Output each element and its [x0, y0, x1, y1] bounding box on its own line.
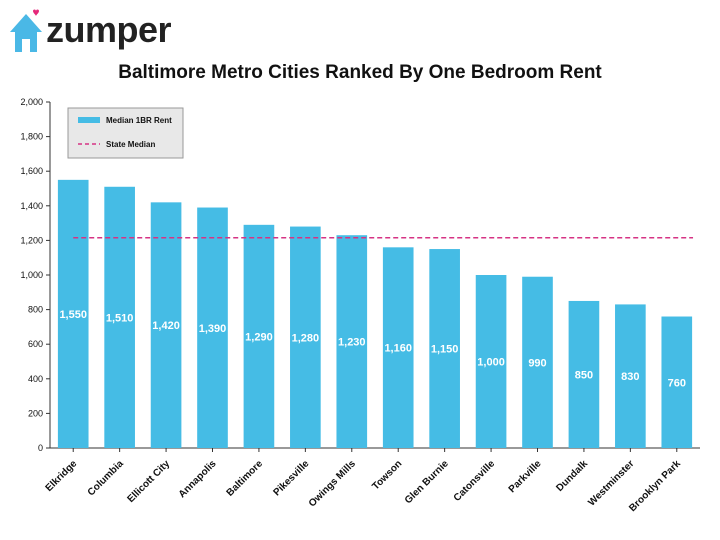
bar: [615, 304, 646, 448]
y-tick-label: 0: [38, 443, 43, 453]
bar: [568, 300, 600, 448]
x-tick-label: Annapolis: [177, 458, 219, 500]
brand-name: zumper: [46, 9, 172, 50]
x-tick-label: Westminster: [586, 458, 636, 508]
x-tick-label: Elkridge: [44, 458, 80, 494]
house-with-heart-icon: [10, 9, 42, 52]
legend-label-rent: Median 1BR Rent: [106, 116, 172, 125]
data-label: 1,550: [59, 309, 87, 321]
x-tick-label: Columbia: [86, 458, 126, 498]
data-label: 1,390: [199, 323, 227, 335]
x-tick-label: Ellicott City: [126, 458, 173, 505]
bar: [475, 275, 507, 448]
chart-title: Baltimore Metro Cities Ranked By One Bed…: [118, 62, 602, 83]
data-label: 850: [575, 369, 593, 381]
y-tick-label: 200: [28, 408, 43, 418]
bar: [661, 316, 693, 448]
bar: [197, 207, 228, 448]
x-tick-label: Catonsville: [452, 458, 498, 504]
legend-label-median: State Median: [106, 140, 155, 149]
x-tick-label: Glen Burnie: [403, 458, 451, 506]
y-tick-label: 1,200: [20, 235, 43, 245]
bar: [336, 235, 368, 448]
data-label: 990: [528, 357, 546, 369]
y-tick-label: 1,800: [20, 132, 43, 142]
data-label: 1,000: [477, 357, 505, 369]
x-tick-label: Dundalk: [554, 458, 590, 494]
y-tick-label: 800: [28, 305, 43, 315]
y-tick-label: 400: [28, 374, 43, 384]
legend-swatch-rent: [78, 117, 100, 123]
y-tick-label: 1,600: [20, 166, 43, 176]
data-label: 760: [668, 377, 686, 389]
data-label: 1,420: [152, 320, 180, 332]
data-label: 1,290: [245, 331, 273, 343]
bar: [290, 226, 321, 448]
x-tick-label: Pikesville: [271, 458, 311, 498]
data-label: 1,160: [384, 343, 412, 355]
data-label: 830: [621, 371, 639, 383]
bar: [57, 179, 89, 448]
x-tick-label: Baltimore: [225, 458, 266, 499]
bar: [382, 247, 414, 448]
y-tick-label: 2,000: [20, 97, 43, 107]
bar: [243, 224, 275, 448]
y-tick-label: 600: [28, 339, 43, 349]
data-label: 1,510: [106, 312, 134, 324]
bar: [522, 276, 553, 448]
x-tick-label: Owings Mills: [307, 458, 358, 509]
data-label: 1,150: [431, 344, 459, 356]
legend-box: [67, 107, 184, 159]
data-label: 1,230: [338, 337, 366, 349]
x-tick-label: Towson: [370, 458, 404, 492]
y-tick-label: 1,400: [20, 201, 43, 211]
bar: [429, 249, 460, 448]
x-tick-label: Parkville: [507, 458, 544, 495]
bar: [150, 202, 182, 448]
bar: [104, 186, 135, 448]
zumper-logo: [10, 9, 42, 52]
data-label: 1,280: [292, 332, 320, 344]
y-tick-label: 1,000: [20, 270, 43, 280]
